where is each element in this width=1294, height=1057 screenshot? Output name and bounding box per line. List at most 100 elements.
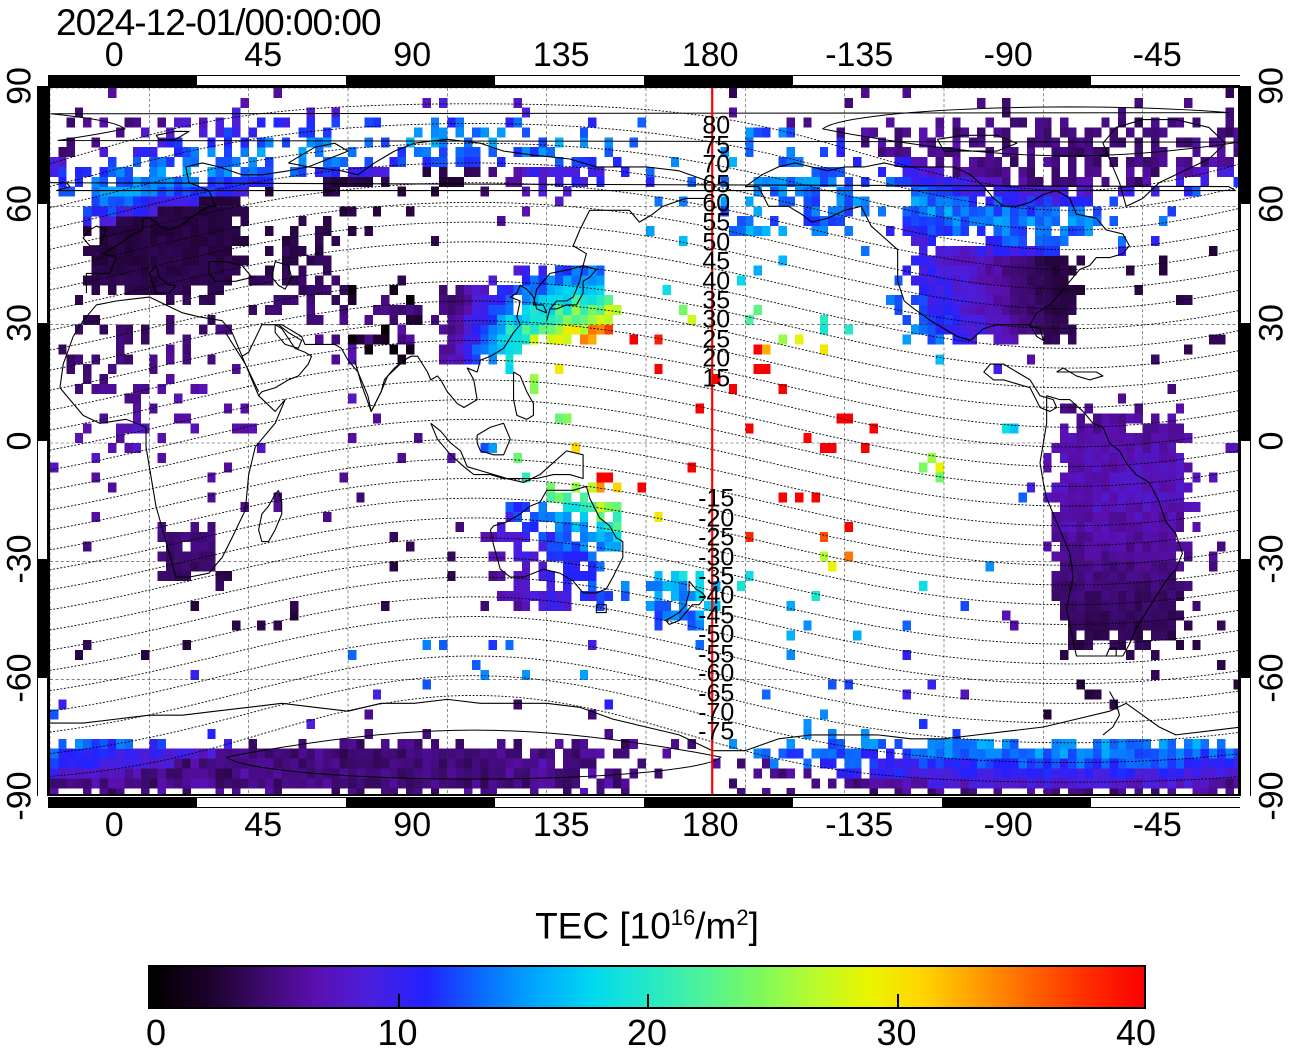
tec-cell: [1142, 768, 1152, 779]
tec-cell: [761, 788, 771, 794]
tec-cell: [182, 748, 191, 759]
tec-cell: [215, 275, 224, 286]
tec-cell: [612, 157, 622, 168]
tec-cell: [1167, 482, 1176, 493]
tec-cell: [1010, 778, 1019, 789]
tec-cell: [91, 314, 100, 325]
tec-cell: [1084, 433, 1094, 444]
tec-cell: [1175, 610, 1185, 621]
tec-cell: [604, 699, 614, 710]
tec-cell: [1225, 788, 1234, 794]
tec-cell: [1208, 334, 1218, 345]
tec-cell: [993, 166, 1003, 177]
tec-cell: [579, 137, 589, 148]
tec-cell: [538, 561, 547, 572]
tec-cell: [389, 788, 398, 794]
tec-cell: [323, 186, 332, 197]
tec-cell: [1150, 778, 1160, 789]
tec-cell: [207, 226, 216, 237]
tec-cell: [1184, 778, 1193, 789]
tec-cell: [1093, 147, 1102, 158]
tec-cell: [1010, 206, 1019, 217]
tec-cell: [1043, 157, 1052, 168]
tec-cell: [1043, 127, 1052, 138]
tec-cell: [952, 314, 961, 325]
tec-cell: [348, 788, 357, 794]
tec-cell: [770, 186, 779, 197]
tec-cell: [480, 295, 489, 306]
tec-cell: [563, 265, 572, 276]
tec-cell: [1001, 748, 1011, 759]
tec-cell: [215, 758, 224, 769]
tec-cell: [497, 216, 506, 227]
tec-cell: [439, 748, 448, 759]
tec-cell: [397, 147, 407, 158]
tec-cell: [588, 314, 597, 325]
tec-cell: [74, 383, 84, 394]
tec-cell: [157, 137, 167, 148]
tec-cell: [1142, 512, 1152, 523]
tec-cell: [977, 285, 986, 296]
tec-cell: [1150, 610, 1160, 621]
tec-cell: [1051, 176, 1061, 187]
tec-cell: [530, 758, 539, 769]
tec-cell: [1117, 245, 1127, 256]
tec-cell: [1093, 423, 1102, 434]
geomagnetic-latitude-contour: [50, 479, 1238, 566]
y-tick-label: 60: [0, 185, 39, 224]
tec-cell: [141, 186, 150, 197]
tec-cell: [919, 166, 928, 177]
tec-cell: [1084, 403, 1094, 414]
tec-cell: [463, 304, 473, 315]
tec-cell: [298, 778, 307, 789]
tec-cell: [83, 788, 92, 794]
tec-cell: [786, 127, 796, 138]
tec-cell: [157, 176, 167, 187]
tec-cell: [414, 304, 423, 315]
x-tick-label: 45: [244, 806, 283, 844]
colorbar-units-exp2: 2: [736, 905, 749, 930]
tec-cell: [803, 117, 812, 128]
tec-cell: [455, 147, 465, 158]
tec-cell: [1076, 541, 1085, 552]
tec-cell: [430, 758, 440, 769]
magnetic-latitude-label: -45: [698, 601, 735, 630]
tec-cell: [348, 650, 357, 661]
y-tick-label: 60: [1252, 185, 1291, 224]
tec-cell: [596, 502, 605, 513]
tec-cell: [298, 265, 307, 276]
tec-cell: [819, 166, 829, 177]
tec-cell: [430, 788, 440, 794]
tec-cell: [141, 245, 150, 256]
tec-cell: [348, 176, 357, 187]
tec-cell: [844, 758, 854, 769]
tec-cell: [1068, 285, 1077, 296]
tec-cell: [1101, 748, 1110, 759]
tec-cell: [116, 788, 125, 794]
tec-cell: [1159, 600, 1168, 611]
tec-cell: [488, 295, 498, 306]
tec-cell: [554, 334, 564, 345]
tec-cell: [232, 107, 241, 118]
tec-cell: [1084, 768, 1094, 779]
tec-cell: [621, 590, 630, 601]
tec-cell: [480, 285, 489, 296]
tec-cell: [571, 502, 580, 513]
tec-cell: [579, 127, 589, 138]
tec-cell: [877, 206, 887, 217]
tec-cell: [588, 709, 597, 720]
tec-cell: [521, 324, 531, 335]
tec-cell: [1059, 610, 1069, 621]
tec-cell: [1018, 285, 1027, 296]
tec-cell: [1167, 492, 1176, 503]
tec-cell: [1109, 492, 1118, 503]
tec-cell: [430, 117, 440, 128]
tec-cell: [654, 334, 663, 345]
tec-cell: [687, 314, 696, 325]
tec-cell: [546, 304, 556, 315]
tec-cell: [256, 147, 266, 158]
tec-cell: [530, 314, 539, 325]
tec-cell: [1010, 314, 1019, 325]
tec-cell: [770, 216, 779, 227]
tec-cell: [993, 206, 1003, 217]
